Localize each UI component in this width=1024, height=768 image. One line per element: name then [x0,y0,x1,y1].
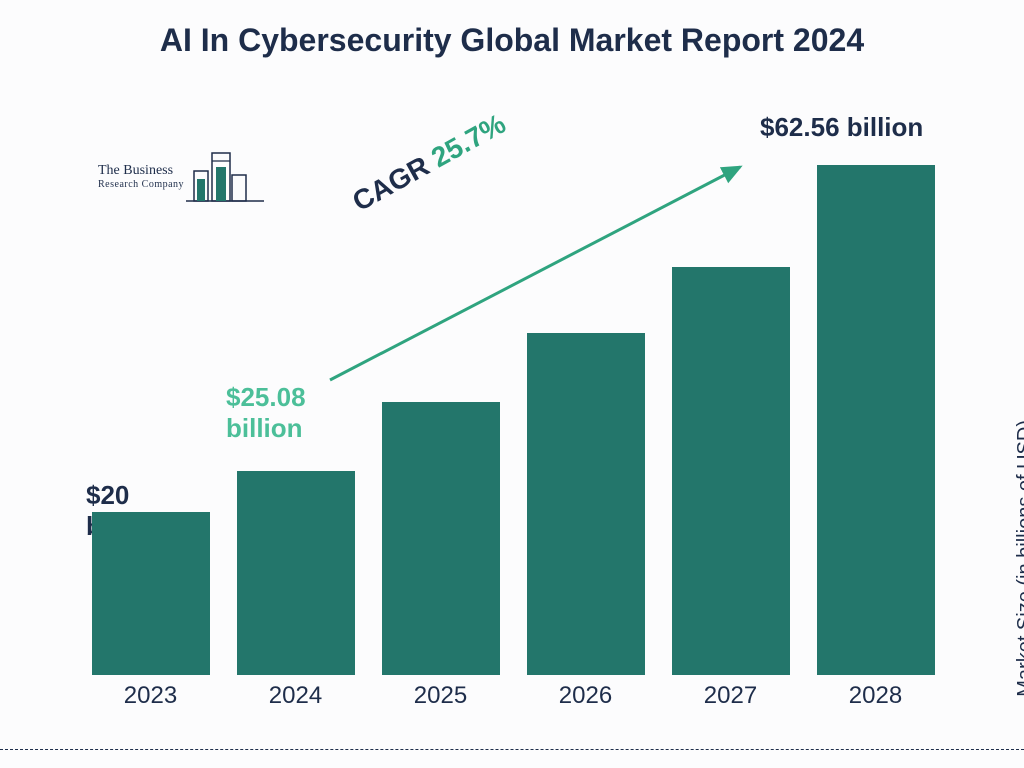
bar-group [376,402,506,675]
bar-group [231,471,361,675]
x-axis-label: 2025 [376,682,506,710]
bar-group [521,333,651,675]
bar-chart [78,145,948,675]
bars-container [78,145,948,675]
x-axis-label: 2024 [231,682,361,710]
footer-divider [0,749,1024,750]
bar [237,471,355,675]
x-axis-labels: 2023 2024 2025 2026 2027 2028 [78,682,948,710]
bar [382,402,500,675]
bar-group [811,165,941,675]
x-axis-label: 2026 [521,682,651,710]
bar-group [666,267,796,675]
x-axis-label: 2027 [666,682,796,710]
bar-group [86,512,216,675]
x-axis-label: 2023 [86,682,216,710]
x-axis-label: 2028 [811,682,941,710]
bar [672,267,790,675]
annotation-2028: $62.56 billion [760,112,923,143]
y-axis-label: Market Size (in billions of USD) [1014,420,1024,697]
bar [527,333,645,675]
chart-title: AI In Cybersecurity Global Market Report… [122,0,902,60]
bar [92,512,210,675]
bar [817,165,935,675]
